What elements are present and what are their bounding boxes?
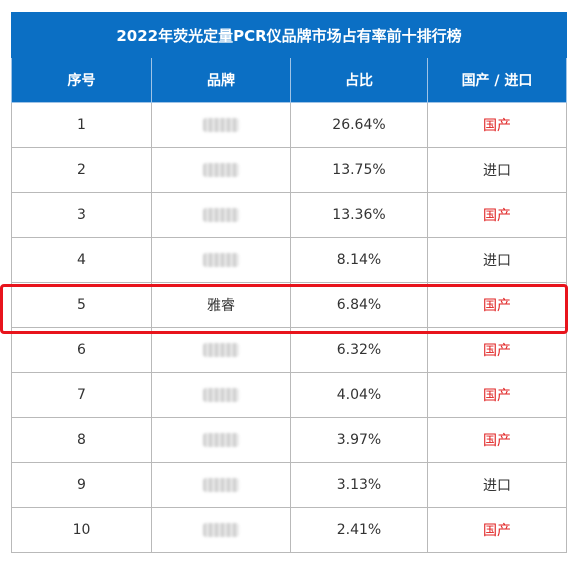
ranking-table: 2022年荧光定量PCR仪品牌市场占有率前十排行榜 序号 品牌 占比 国产 / … (11, 12, 567, 553)
rank-cell: 8 (11, 417, 152, 463)
table-row: 10 2.41% 国产 (11, 507, 567, 553)
brand-cell (151, 147, 291, 193)
share-cell: 3.97% (290, 417, 428, 463)
share-cell: 13.36% (290, 192, 428, 238)
blurred-brand-name (203, 433, 239, 447)
share-cell: 8.14% (290, 237, 428, 283)
share-cell: 6.32% (290, 327, 428, 373)
table-row: 1 26.64% 国产 (11, 102, 567, 148)
blurred-brand-name (203, 118, 239, 132)
brand-cell (151, 102, 291, 148)
rank-cell: 2 (11, 147, 152, 193)
share-cell: 3.13% (290, 462, 428, 508)
brand-cell: 雅睿 (151, 282, 291, 328)
share-cell: 13.75% (290, 147, 428, 193)
table-title-row: 2022年荧光定量PCR仪品牌市场占有率前十排行榜 (11, 12, 567, 58)
table-body: 1 26.64% 国产 2 13.75% 进口 3 13.36% 国产 4 8.14% 进口 5 雅睿 6.… (11, 102, 567, 553)
header-origin: 国产 / 进口 (427, 57, 567, 103)
table-title: 2022年荧光定量PCR仪品牌市场占有率前十排行榜 (11, 12, 567, 58)
ranking-table-container: 2022年荧光定量PCR仪品牌市场占有率前十排行榜 序号 品牌 占比 国产 / … (11, 12, 567, 553)
origin-cell: 国产 (427, 417, 567, 463)
rank-cell: 3 (11, 192, 152, 238)
blurred-brand-name (203, 163, 239, 177)
brand-cell (151, 417, 291, 463)
share-cell: 6.84% (290, 282, 428, 328)
rank-cell: 10 (11, 507, 152, 553)
rank-cell: 4 (11, 237, 152, 283)
table-row: 7 4.04% 国产 (11, 372, 567, 418)
origin-cell: 国产 (427, 327, 567, 373)
share-cell: 26.64% (290, 102, 428, 148)
origin-cell: 国产 (427, 192, 567, 238)
rank-cell: 9 (11, 462, 152, 508)
table-row: 9 3.13% 进口 (11, 462, 567, 508)
origin-cell: 进口 (427, 147, 567, 193)
origin-cell: 国产 (427, 372, 567, 418)
rank-cell: 1 (11, 102, 152, 148)
header-share: 占比 (290, 57, 428, 103)
brand-cell (151, 507, 291, 553)
brand-cell (151, 192, 291, 238)
table-row: 4 8.14% 进口 (11, 237, 567, 283)
blurred-brand-name (203, 388, 239, 402)
blurred-brand-name (203, 523, 239, 537)
rank-cell: 7 (11, 372, 152, 418)
origin-cell: 国产 (427, 282, 567, 328)
table-header-row: 序号 品牌 占比 国产 / 进口 (11, 57, 567, 103)
origin-cell: 进口 (427, 237, 567, 283)
blurred-brand-name (203, 343, 239, 357)
rank-cell: 6 (11, 327, 152, 373)
blurred-brand-name (203, 253, 239, 267)
brand-cell (151, 237, 291, 283)
table-row: 6 6.32% 国产 (11, 327, 567, 373)
table-row: 3 13.36% 国产 (11, 192, 567, 238)
origin-cell: 国产 (427, 507, 567, 553)
brand-cell (151, 372, 291, 418)
table-row: 8 3.97% 国产 (11, 417, 567, 463)
origin-cell: 国产 (427, 102, 567, 148)
blurred-brand-name (203, 208, 239, 222)
share-cell: 4.04% (290, 372, 428, 418)
header-rank: 序号 (11, 57, 152, 103)
table-row: 2 13.75% 进口 (11, 147, 567, 193)
header-brand: 品牌 (151, 57, 291, 103)
origin-cell: 进口 (427, 462, 567, 508)
share-cell: 2.41% (290, 507, 428, 553)
blurred-brand-name (203, 478, 239, 492)
brand-cell (151, 327, 291, 373)
brand-cell (151, 462, 291, 508)
rank-cell: 5 (11, 282, 152, 328)
table-row: 5 雅睿 6.84% 国产 (11, 282, 567, 328)
